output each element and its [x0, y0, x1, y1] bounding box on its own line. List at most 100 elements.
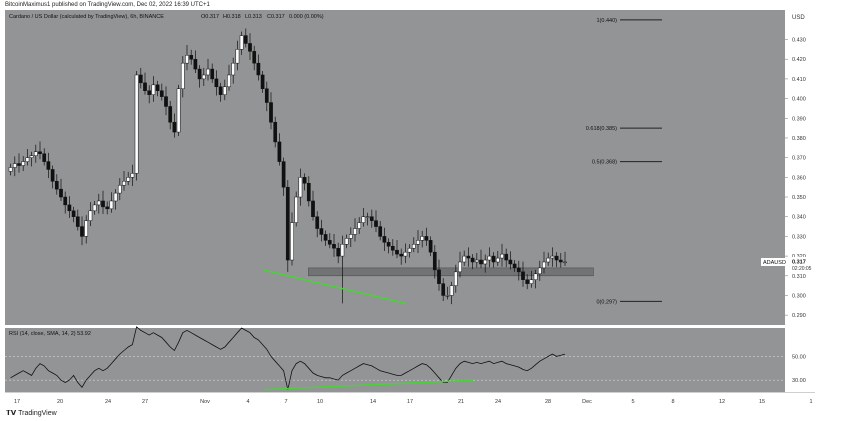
bullish-candle [483, 254, 488, 273]
y-tick-label: 0.350 [792, 195, 806, 201]
bullish-candle [122, 171, 126, 191]
support-zone [308, 267, 594, 277]
x-tick-label: 14 [370, 399, 376, 405]
x-tick-label: 17 [407, 399, 413, 405]
candle-body [21, 161, 26, 166]
candle-body [537, 267, 542, 275]
bearish-candle [105, 201, 110, 215]
candle-body [353, 228, 357, 235]
bearish-candle [80, 216, 84, 246]
bearish-candle [42, 148, 47, 166]
candle-body [290, 222, 294, 261]
bearish-candle [264, 81, 269, 112]
candle-body [323, 234, 328, 241]
candle-body [239, 35, 244, 50]
candle-body [395, 249, 399, 255]
candle-body [17, 163, 21, 166]
candle-body [508, 259, 513, 265]
candle-body [340, 244, 345, 257]
candle-body [550, 255, 555, 259]
bearish-candle [193, 50, 198, 73]
candle-body [12, 163, 17, 168]
bearish-candle [424, 227, 429, 246]
bearish-candle [54, 174, 59, 195]
candle-body [420, 236, 425, 241]
bearish-candle [243, 28, 248, 48]
bearish-candle [285, 180, 290, 272]
bullish-candle [407, 244, 412, 258]
candle-body [210, 68, 215, 80]
bullish-candle [21, 156, 26, 172]
candle-body [155, 84, 160, 91]
candle-body [453, 271, 458, 286]
candle-body [42, 153, 47, 162]
price-chart[interactable]: 0.430 0.420 0.410 0.400 0.390 0.380 0.370 0.360… [5, 10, 815, 408]
candle-body [75, 216, 80, 227]
bearish-candle [168, 100, 173, 130]
bearish-candle [302, 173, 307, 191]
bearish-candle [273, 116, 278, 148]
candle-body [96, 200, 101, 206]
candle-body [411, 244, 416, 249]
last-price-countdown: 02:20:05 [792, 266, 812, 272]
bearish-candle [189, 49, 194, 65]
footer-brand: 𝗧𝗩 TradingView [6, 409, 57, 417]
candle-body [542, 261, 546, 269]
candle-body [143, 82, 147, 91]
candle-body [38, 151, 42, 154]
bearish-candle [248, 33, 252, 61]
bullish-candle [29, 151, 34, 167]
candle-body [29, 155, 34, 158]
footer-brand-label: TradingView [18, 410, 57, 417]
candle-body [130, 173, 135, 178]
bullish-candle [298, 168, 303, 206]
bullish-candle [113, 189, 118, 210]
candle-body [437, 269, 441, 284]
bearish-candle [323, 230, 328, 246]
bullish-candle [92, 200, 97, 215]
bearish-candle [327, 233, 332, 249]
bearish-candle [512, 260, 517, 272]
bearish-candle [46, 152, 51, 179]
x-tick-label: 17 [14, 399, 20, 405]
bearish-candle [218, 82, 223, 102]
candle-body [294, 196, 299, 223]
bearish-candle [521, 261, 525, 287]
ohlc-value: L0.313 [245, 14, 262, 20]
bearish-candle [504, 248, 509, 268]
candle-body [512, 263, 517, 269]
bearish-candle [269, 92, 273, 130]
candle-body [80, 226, 84, 237]
bearish-candle [260, 71, 265, 93]
bullish-candle [449, 281, 454, 305]
candle-body [403, 251, 408, 257]
bullish-candle [12, 156, 17, 177]
bullish-candle [290, 212, 294, 266]
y-tick-label: 0.410 [792, 77, 806, 83]
bullish-candle [357, 217, 362, 235]
candle-body [432, 251, 437, 271]
candle-body [311, 200, 315, 217]
currency-label: USD [792, 15, 805, 21]
candle-body [500, 253, 504, 259]
bullish-candle [340, 235, 345, 304]
candle-body [269, 102, 273, 123]
x-tick-label: 1 [809, 399, 812, 405]
candle-body [67, 204, 72, 212]
candle-body [172, 121, 177, 133]
candle-body [466, 255, 471, 259]
candle-body [407, 247, 412, 253]
candle-body [546, 257, 551, 263]
candle-body [84, 220, 89, 237]
bullish-candle [420, 230, 425, 248]
bearish-candle [143, 72, 147, 95]
candle-body [273, 121, 278, 143]
x-tick-label: 20 [57, 399, 63, 405]
bearish-candle [428, 236, 433, 257]
last-price-box [786, 257, 814, 273]
x-tick-label: 28 [545, 399, 551, 405]
bearish-candle [155, 80, 160, 97]
bearish-candle [38, 141, 42, 160]
candle-body [315, 216, 320, 229]
y-tick-label: 0.290 [792, 313, 806, 319]
